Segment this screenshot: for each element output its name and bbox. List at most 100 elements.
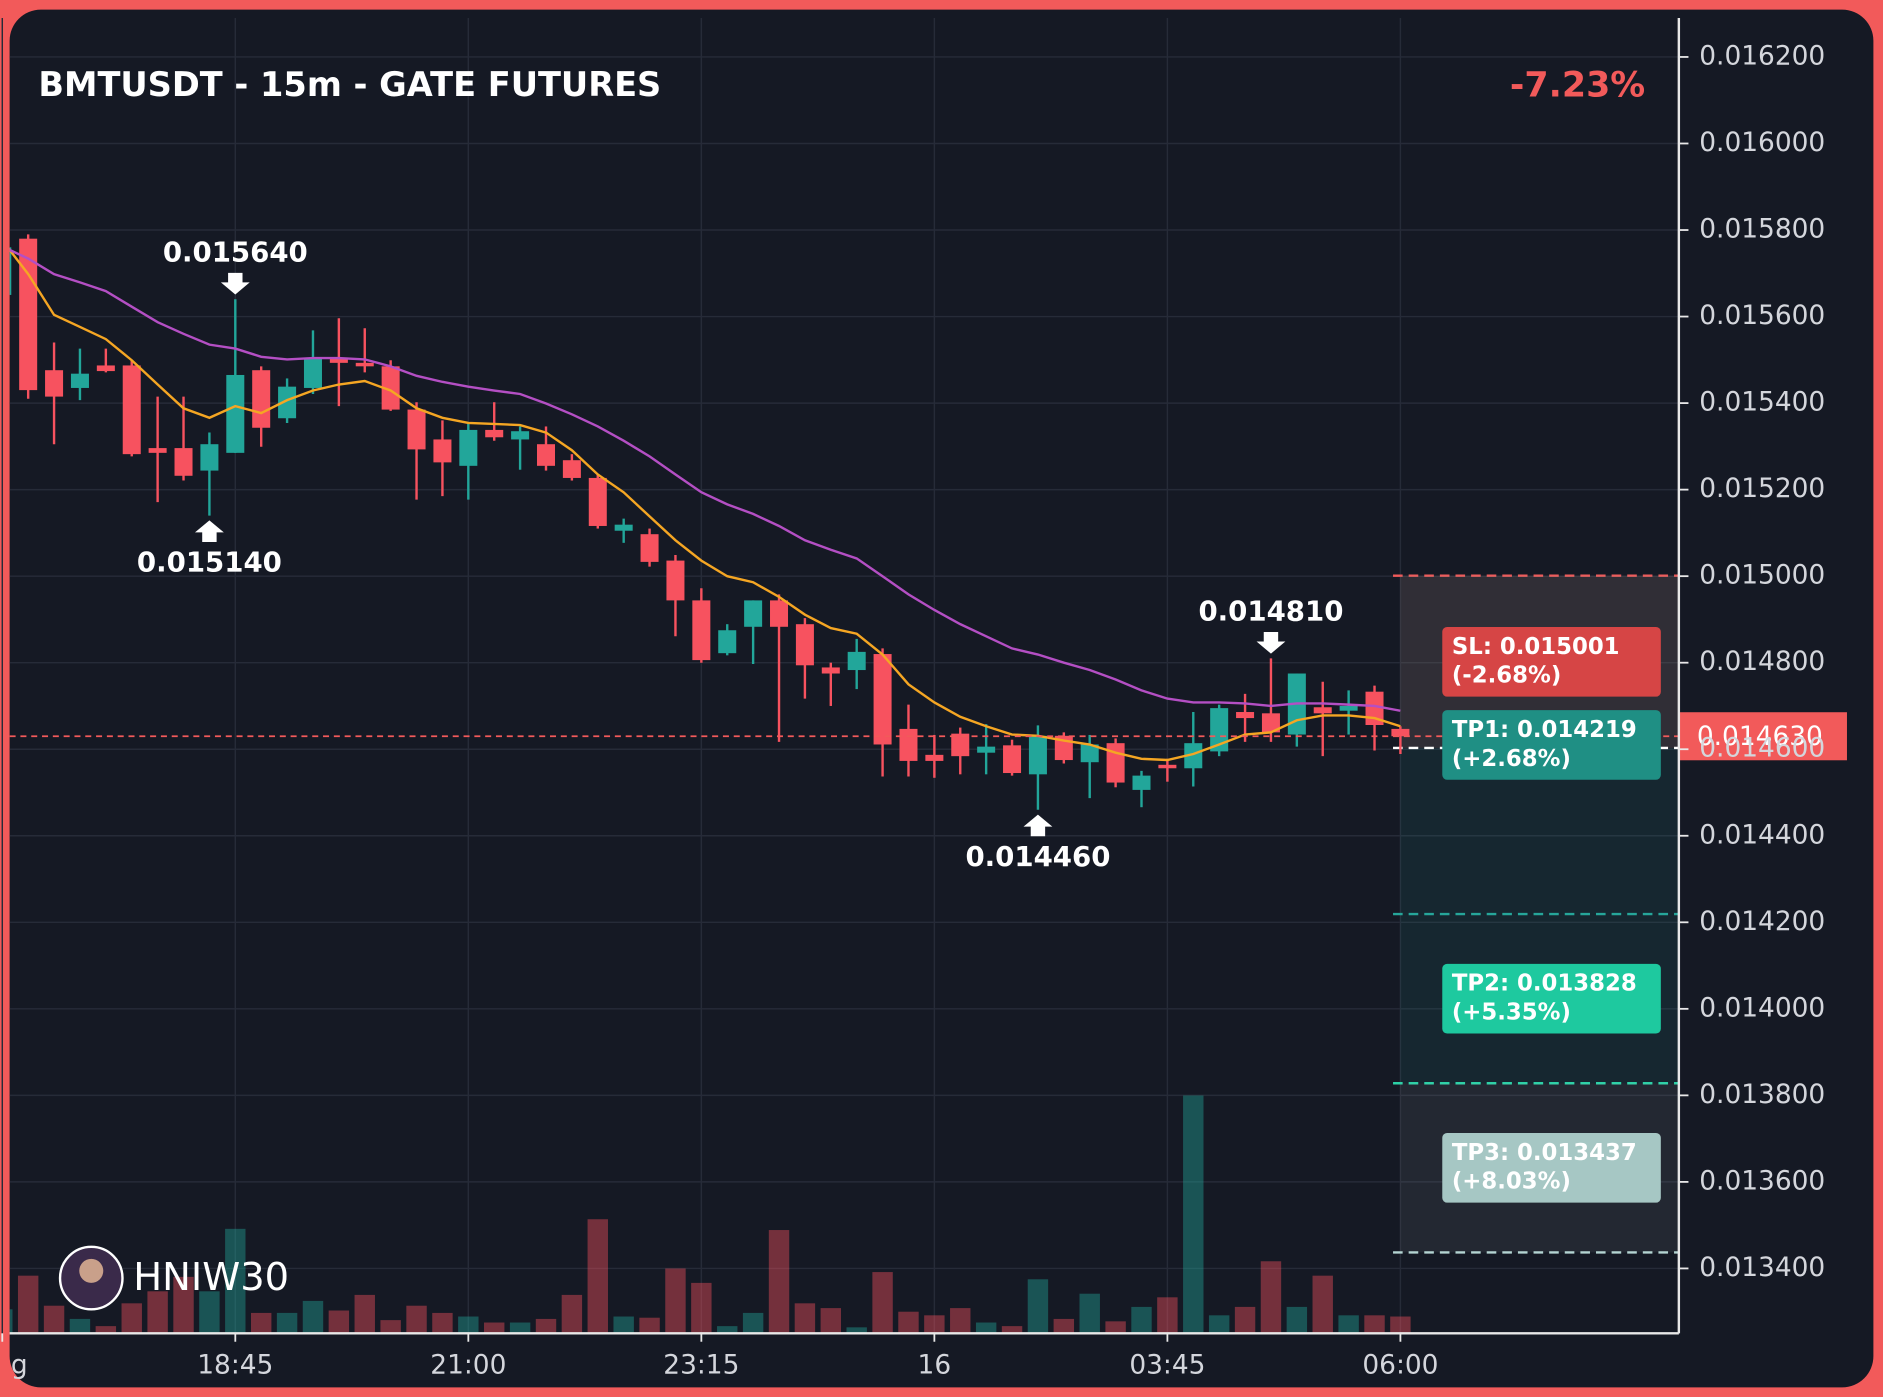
candle-body (226, 374, 245, 453)
candle-body (770, 600, 789, 627)
y-tick-label: 0.013400 (1699, 1252, 1825, 1283)
level-box (1442, 626, 1661, 697)
x-tick-label: g (11, 1349, 28, 1380)
volume-bar (509, 1322, 531, 1334)
volume-bar (1105, 1321, 1126, 1334)
y-tick-label: 0.014400 (1699, 819, 1825, 850)
change: -7.23% (1510, 65, 1645, 105)
avatar-face (79, 1258, 104, 1283)
candle-body (1158, 764, 1177, 769)
volume-bar (613, 1316, 634, 1334)
candle-body (381, 366, 400, 410)
candle-body (536, 444, 556, 466)
volume-bar (768, 1230, 790, 1334)
y-tick-label: 0.014200 (1699, 906, 1825, 937)
volume-bar (276, 1312, 298, 1334)
candle-body (70, 373, 89, 388)
volume-bar (535, 1318, 557, 1334)
candle-body (1313, 707, 1332, 714)
volume-bar (43, 1305, 65, 1334)
volume-bar (1079, 1293, 1100, 1334)
y-tick-label: 0.013600 (1699, 1165, 1825, 1196)
volume-bar (1260, 1261, 1282, 1334)
volume-bar (1027, 1279, 1049, 1334)
volume-bar (173, 1276, 194, 1334)
candle-body (1028, 735, 1047, 775)
volume-bar (458, 1316, 479, 1334)
candle-body (899, 728, 918, 761)
y-tick-label: 0.015800 (1699, 214, 1825, 245)
volume-bar (1157, 1297, 1178, 1334)
level-label: TP3: 0.013437 (1452, 1140, 1637, 1166)
volume-bar (872, 1272, 893, 1334)
x-tick-label: 06:00 (1362, 1349, 1438, 1380)
level-box (1442, 1133, 1661, 1203)
candle-body (1184, 743, 1203, 769)
candle-body (925, 754, 944, 761)
candle-body (511, 431, 530, 440)
volume-bar (717, 1326, 738, 1334)
marker-label: 0.015640 (163, 236, 308, 269)
candle-body (692, 600, 711, 661)
level-label: TP1: 0.014219 (1452, 717, 1637, 743)
y-tick-label: 0.016000 (1699, 127, 1825, 158)
y-tick-label: 0.014600 (1699, 733, 1825, 764)
volume-bar (225, 1228, 246, 1334)
candle-body (459, 429, 478, 466)
y-tick-label: 0.015000 (1699, 560, 1825, 591)
level-box (1442, 963, 1661, 1034)
candle-body (148, 448, 167, 453)
volume-bar (328, 1310, 350, 1334)
last-price-box (1678, 712, 1847, 761)
volume-bar (561, 1294, 583, 1334)
candle-body (433, 439, 452, 463)
level-change: (+2.68%) (1452, 746, 1571, 772)
candle-body (1080, 744, 1099, 763)
candle-body (977, 746, 996, 753)
volume-bar (665, 1268, 686, 1334)
volume-bar (484, 1322, 505, 1334)
volume-bar (380, 1320, 401, 1334)
volume-bar (147, 1291, 168, 1334)
volume-bar (820, 1308, 842, 1334)
candle-body (795, 624, 814, 666)
x-tick-label: 21:00 (430, 1349, 506, 1380)
volume-bar (846, 1327, 867, 1334)
moving-average (9, 247, 1401, 762)
y-tick-label: 0.014000 (1699, 992, 1825, 1023)
volume-bar (950, 1308, 971, 1334)
candle-body (252, 370, 271, 428)
candle-body (951, 733, 970, 757)
candle-body (614, 524, 633, 531)
y-tick-label: 0.014800 (1699, 646, 1825, 677)
candle-body (45, 370, 64, 397)
y-tick-label: 0.016200 (1699, 40, 1825, 71)
level-change: (+5.35%) (1452, 1000, 1571, 1026)
candle-body (303, 358, 322, 388)
x-tick-label: 16 (918, 1349, 952, 1380)
candle-body (666, 560, 685, 601)
overlay: SL: 0.015001 (-2.68%) TP1: 0.014219 (+2.68%… (137, 236, 1847, 1203)
volume-bar (1131, 1306, 1152, 1334)
volume-bar (432, 1312, 453, 1334)
candle-body (122, 365, 141, 455)
volume-bar (406, 1305, 427, 1334)
volume-bar (1390, 1316, 1411, 1334)
candle-body (1106, 743, 1125, 783)
candle-body (821, 667, 840, 674)
level-label: SL: 0.015001 (1452, 634, 1620, 660)
volume-bar (1001, 1326, 1023, 1334)
volume-bar (1338, 1315, 1359, 1334)
volume-bar (1208, 1315, 1230, 1334)
y-tick-label: 0.015200 (1699, 473, 1825, 504)
candle-body (329, 358, 348, 363)
candle-body (588, 477, 607, 526)
candle-body (278, 386, 297, 419)
volume-bar (121, 1303, 142, 1334)
chart-title: BMTUSDT - 15m - GATE FUTURES (38, 65, 661, 104)
volume-bar (354, 1294, 375, 1334)
candle-body (1339, 705, 1358, 711)
x-tick-label: 03:45 (1129, 1349, 1205, 1380)
